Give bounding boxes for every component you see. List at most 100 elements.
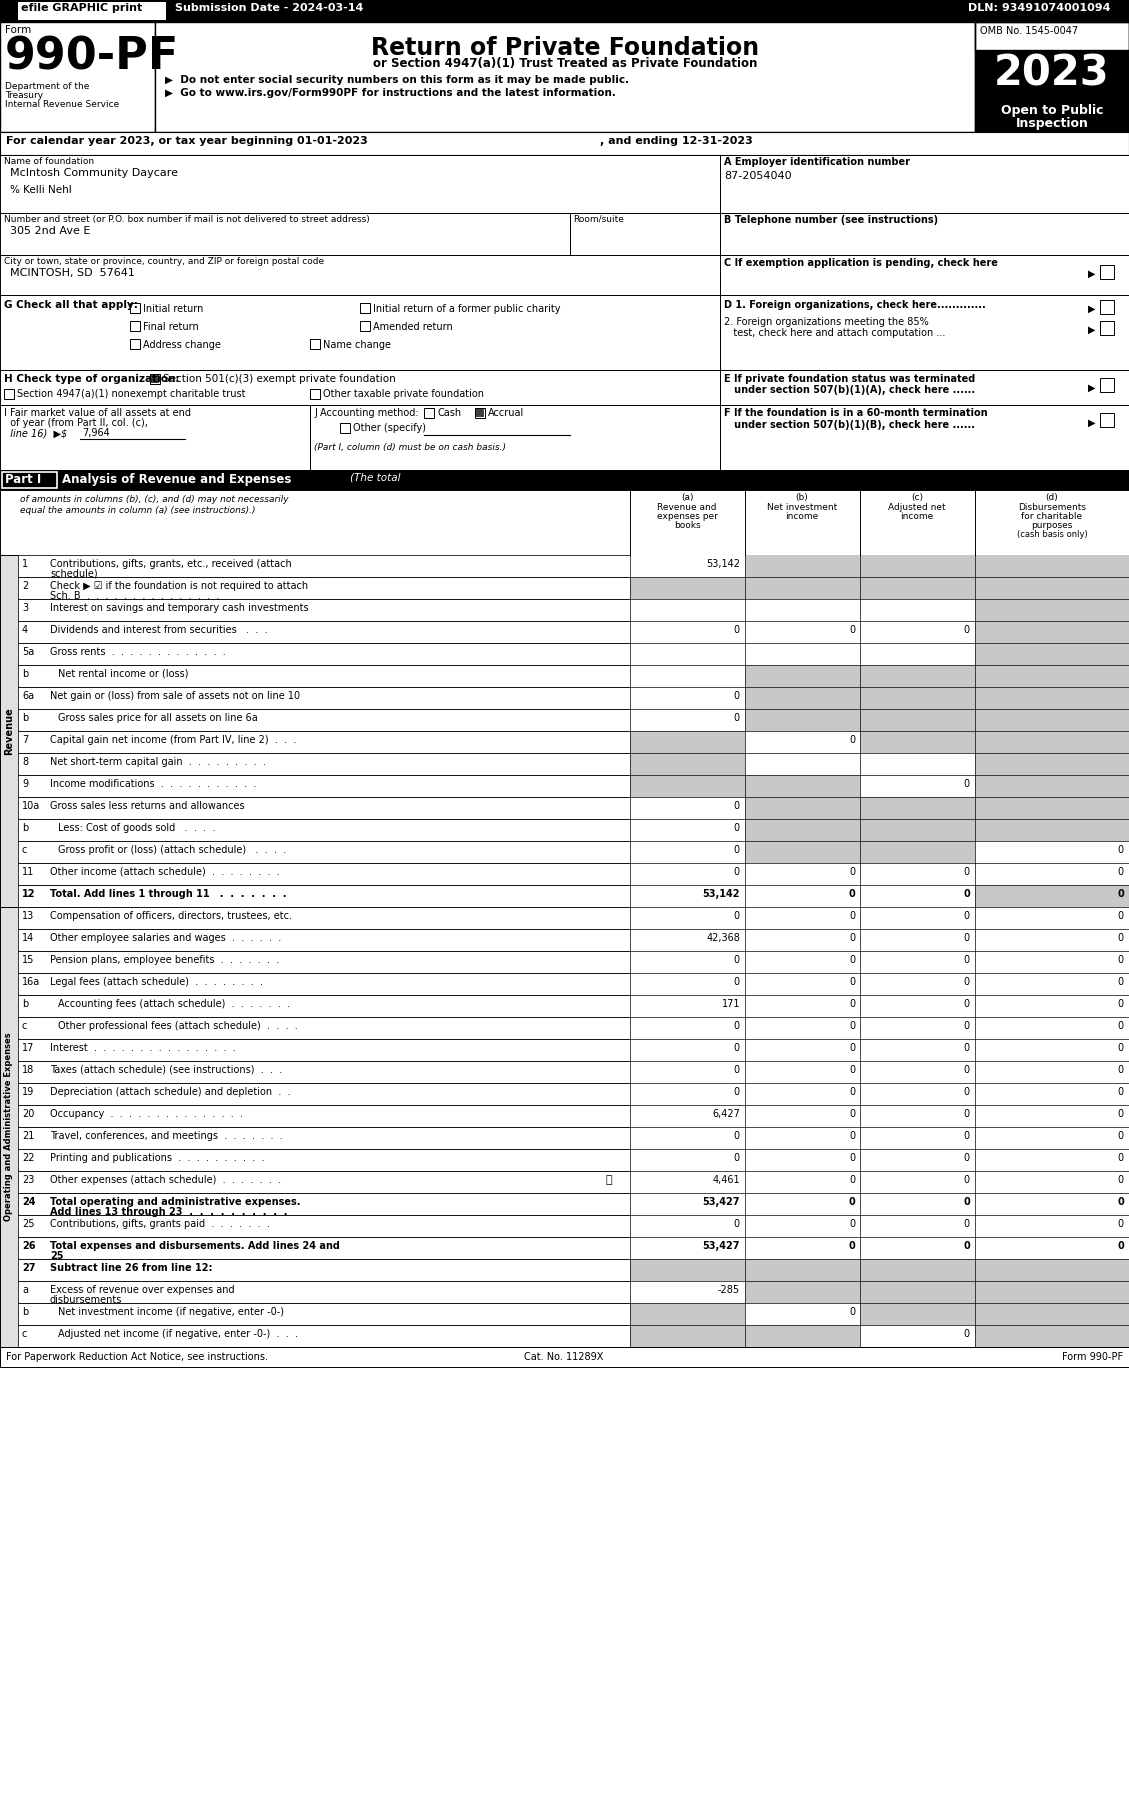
Text: 0: 0 [1118,1197,1124,1206]
Bar [0,295,720,370]
Bar [975,820,1129,841]
Bar [0,155,720,212]
Bar [310,405,720,469]
Text: City or town, state or province, country, and ZIP or foreign postal code: City or town, state or province, country… [5,257,324,266]
Bar [476,408,484,417]
Text: Less: Cost of goods sold   .  .  .  .: Less: Cost of goods sold . . . . [58,823,216,832]
Text: 53,142: 53,142 [702,888,739,899]
Text: , and ending 12-31-2023: , and ending 12-31-2023 [599,137,753,146]
Bar [745,1194,860,1215]
Text: 25: 25 [21,1219,35,1230]
Text: 0: 0 [848,1241,855,1251]
Bar [630,620,745,644]
Text: 23: 23 [21,1176,34,1185]
Text: 0: 0 [849,1131,855,1142]
Text: 21: 21 [21,1131,34,1142]
Bar [860,1082,975,1106]
Text: 0: 0 [734,912,739,921]
Bar [860,1106,975,1127]
Bar [745,863,860,885]
Bar [0,906,18,1347]
Text: F If the foundation is in a 60-month termination: F If the foundation is in a 60-month ter… [724,408,988,417]
Bar [975,863,1129,885]
Bar [630,863,745,885]
Bar [1100,414,1114,426]
Text: 7,964: 7,964 [82,428,110,439]
Bar [0,131,1129,155]
Bar [745,1304,860,1325]
Text: 0: 0 [849,933,855,942]
Bar [340,423,350,433]
Text: 0: 0 [1118,1219,1124,1230]
Text: Legal fees (attach schedule)  .  .  .  .  .  .  .  .: Legal fees (attach schedule) . . . . . .… [50,976,263,987]
Text: Check ▶ ☑ if the foundation is not required to attach: Check ▶ ☑ if the foundation is not requi… [50,581,308,592]
Text: disbursements: disbursements [50,1295,122,1305]
Bar [860,930,975,951]
Bar [745,775,860,797]
Bar [860,841,975,863]
Text: 0: 0 [964,867,970,877]
Text: 2: 2 [21,581,28,592]
Text: 4,461: 4,461 [712,1176,739,1185]
Text: 6a: 6a [21,690,34,701]
Bar [860,820,975,841]
Text: 0: 0 [734,823,739,832]
Bar [860,1304,975,1325]
Bar [975,1215,1129,1237]
Text: Excess of revenue over expenses and: Excess of revenue over expenses and [50,1286,235,1295]
Text: ▶: ▶ [1088,417,1095,428]
Bar [860,1280,975,1304]
Bar [0,556,18,906]
Text: (c): (c) [911,493,924,502]
Text: ▶: ▶ [1088,325,1095,334]
Text: 2023: 2023 [995,52,1110,95]
Bar [360,304,370,313]
Bar [425,408,434,417]
Bar [18,1280,1129,1304]
Text: 0: 0 [1118,1021,1124,1030]
Text: -285: -285 [718,1286,739,1295]
Bar [18,556,1129,577]
Text: Adjusted net income (if negative, enter -0-)  .  .  .: Adjusted net income (if negative, enter … [58,1329,298,1340]
Text: 990-PF: 990-PF [5,34,180,77]
Bar [18,1259,1129,1280]
Text: 0: 0 [964,1021,970,1030]
Bar [0,405,310,469]
Text: 0: 0 [849,626,855,635]
Text: 0: 0 [964,976,970,987]
Text: Cash: Cash [437,408,461,417]
Bar [630,906,745,930]
Text: income: income [786,512,819,521]
Bar [630,1325,745,1347]
Text: 0: 0 [734,976,739,987]
Text: Printing and publications  .  .  .  .  .  .  .  .  .  .: Printing and publications . . . . . . . … [50,1153,264,1163]
Text: 0: 0 [734,800,739,811]
Text: Interest  .  .  .  .  .  .  .  .  .  .  .  .  .  .  .  .: Interest . . . . . . . . . . . . . . . . [50,1043,236,1054]
Text: Total. Add lines 1 through 11   .  .  .  .  .  .  .: Total. Add lines 1 through 11 . . . . . … [50,888,287,899]
Text: 9: 9 [21,779,28,789]
Bar [745,1280,860,1304]
Bar [720,295,1129,370]
Bar [18,732,1129,753]
Text: Open to Public: Open to Public [1000,104,1103,117]
Text: Gross sales less returns and allowances: Gross sales less returns and allowances [50,800,245,811]
Bar [975,1280,1129,1304]
Text: 53,427: 53,427 [702,1241,739,1251]
Text: Contributions, gifts, grants paid  .  .  .  .  .  .  .: Contributions, gifts, grants paid . . . … [50,1219,270,1230]
Bar [630,885,745,906]
Text: Operating and Administrative Expenses: Operating and Administrative Expenses [5,1032,14,1221]
Text: Capital gain net income (from Part IV, line 2)  .  .  .: Capital gain net income (from Part IV, l… [50,735,297,744]
Text: Other employee salaries and wages  .  .  .  .  .  .: Other employee salaries and wages . . . … [50,933,281,942]
Bar [0,370,720,405]
Bar [975,50,1129,101]
Text: 0: 0 [964,912,970,921]
Text: Other taxable private foundation: Other taxable private foundation [323,388,484,399]
Text: 0: 0 [964,955,970,966]
Text: C If exemption application is pending, check here: C If exemption application is pending, c… [724,257,998,268]
Text: 0: 0 [849,1088,855,1097]
Bar [975,1259,1129,1280]
Text: 0: 0 [1118,1241,1124,1251]
Bar [18,665,1129,687]
Text: 0: 0 [1118,1064,1124,1075]
Text: 24: 24 [21,1197,35,1206]
